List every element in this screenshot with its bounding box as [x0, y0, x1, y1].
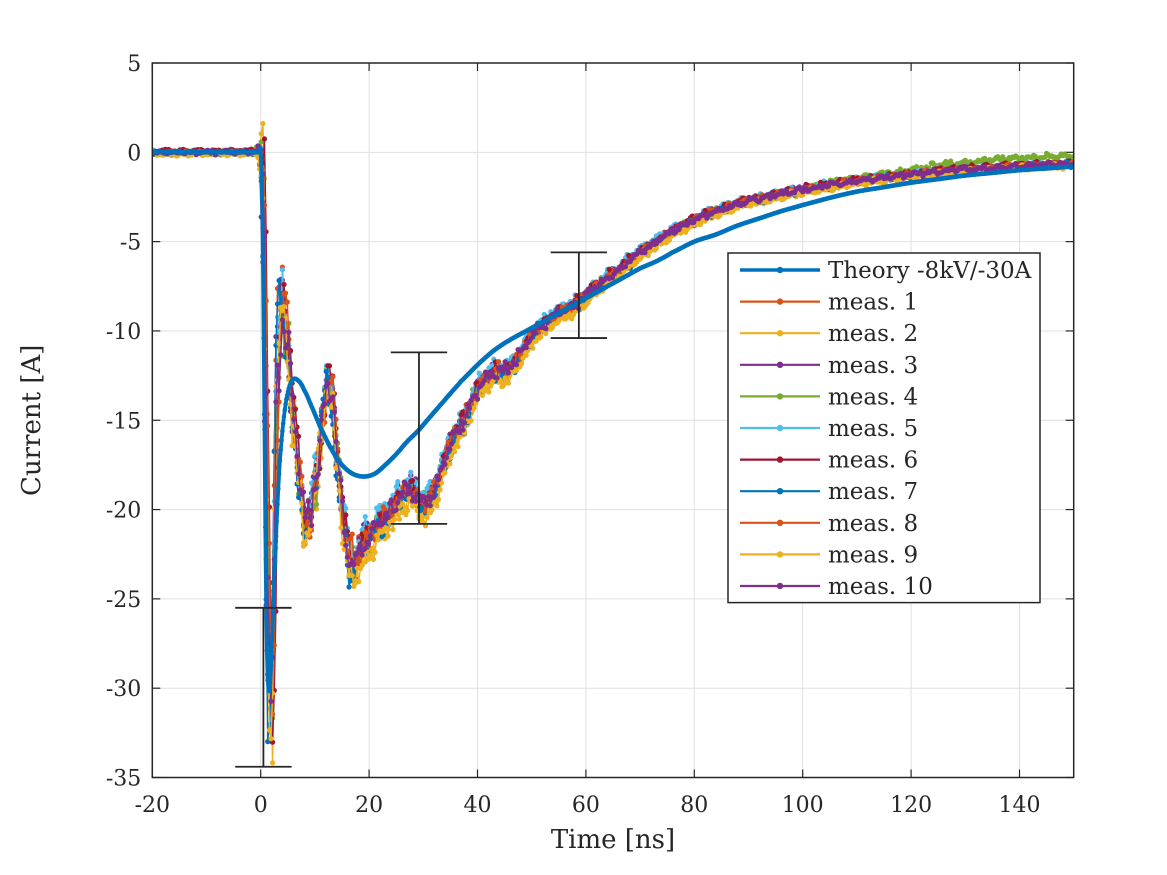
x-tick-label: 20 — [355, 793, 383, 818]
marker-dot — [502, 375, 508, 381]
marker-dot — [405, 508, 411, 514]
marker-dot — [476, 370, 482, 376]
x-axis-label: Time [ns] — [551, 825, 675, 855]
marker-dot — [279, 267, 285, 273]
marker-dot — [330, 374, 336, 380]
y-tick-label: -20 — [106, 499, 141, 524]
marker-dot — [346, 584, 352, 590]
marker-dot — [408, 469, 414, 475]
marker-dot — [375, 537, 381, 543]
x-tick-label: 60 — [572, 793, 600, 818]
marker-dot — [326, 363, 333, 369]
marker-dot — [268, 736, 274, 742]
marker-dot — [395, 479, 401, 485]
marker-dot — [348, 536, 354, 542]
marker-dot — [270, 760, 276, 766]
marker-dot — [281, 304, 287, 310]
marker-dot — [390, 527, 396, 533]
marker-dot — [370, 556, 376, 563]
marker-dot — [435, 496, 442, 502]
marker-dot — [362, 514, 368, 520]
marker-dot — [518, 361, 525, 367]
y-tick-label: -10 — [106, 320, 141, 345]
marker-dot — [409, 478, 416, 484]
data-group — [152, 120, 1074, 766]
marker-dot — [400, 501, 406, 507]
marker-dot — [271, 449, 277, 455]
y-tick-label: 0 — [127, 141, 141, 166]
marker-dot — [338, 525, 344, 531]
marker-dot — [313, 501, 320, 507]
marker-dot — [383, 525, 389, 531]
marker-dot — [276, 277, 282, 284]
marker-dot — [471, 405, 477, 411]
marker-dot — [258, 131, 264, 137]
marker-dot — [385, 533, 391, 539]
marker-dot — [292, 443, 298, 449]
marker-dot — [331, 426, 337, 432]
marker-dot — [356, 579, 362, 585]
marker-dot — [442, 470, 448, 476]
marker-dot — [1070, 154, 1074, 160]
marker-dot — [359, 562, 365, 569]
marker-dot — [372, 549, 378, 555]
x-tick-label: 40 — [464, 793, 492, 818]
marker-dot — [452, 449, 458, 455]
marker-dot — [302, 540, 308, 546]
y-tick-label: -5 — [120, 231, 141, 256]
marker-dot — [437, 487, 443, 493]
marker-dot — [434, 503, 440, 509]
marker-dot — [419, 515, 425, 521]
marker-dot — [343, 505, 349, 511]
marker-dot — [396, 516, 403, 522]
y-tick-label: -35 — [106, 767, 141, 792]
marker-dot — [468, 418, 474, 424]
x-tick-label: -20 — [135, 793, 170, 818]
marker-dot — [349, 531, 355, 537]
marker-dot — [283, 290, 289, 296]
marker-dot — [496, 359, 502, 365]
y-tick-label: -30 — [106, 677, 141, 702]
marker-dot — [296, 433, 302, 439]
marker-dot — [284, 299, 290, 305]
marker-dot — [538, 334, 544, 340]
marker-dot — [266, 727, 272, 733]
marker-dot — [424, 514, 430, 521]
y-tick-label: 5 — [127, 52, 141, 77]
y-tick-label: -15 — [106, 409, 141, 434]
marker-dot — [393, 484, 399, 490]
marker-dot — [260, 120, 266, 127]
marker-dot — [261, 136, 268, 142]
marker-dot — [323, 369, 329, 375]
marker-dot — [297, 459, 303, 465]
marker-dot — [281, 281, 287, 288]
y-axis-label: Current [A] — [17, 345, 47, 496]
marker-dot — [392, 516, 398, 523]
x-tick-label: 140 — [999, 793, 1041, 818]
marker-dot — [505, 380, 511, 386]
marker-dot — [367, 552, 373, 558]
marker-dot — [374, 532, 380, 538]
marker-dot — [305, 532, 311, 538]
marker-dot — [486, 389, 492, 395]
x-tick-label: 0 — [254, 793, 268, 818]
y-tick-label: -25 — [106, 588, 141, 613]
x-tick-label: 80 — [680, 793, 708, 818]
marker-dot — [349, 573, 355, 579]
marker-dot — [455, 444, 461, 450]
marker-dot — [523, 352, 529, 358]
x-tick-label: 120 — [890, 793, 932, 818]
marker-dot — [351, 583, 357, 590]
x-tick-label: 100 — [782, 793, 824, 818]
